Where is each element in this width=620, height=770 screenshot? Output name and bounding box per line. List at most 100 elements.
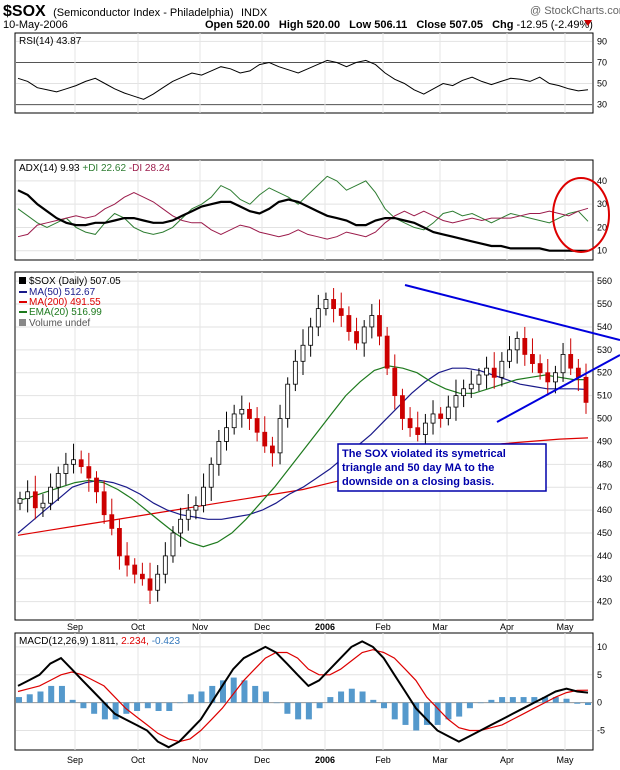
price-tick-label: 480 <box>597 459 612 469</box>
price-tick-label: 440 <box>597 551 612 561</box>
price-candle <box>285 377 291 428</box>
candle-body <box>25 491 31 500</box>
month-label: Nov <box>192 755 209 765</box>
macd-histogram-bar <box>552 697 559 703</box>
price-candle <box>262 416 268 453</box>
ma200-legend-label: MA(200) 491.55 <box>29 297 101 308</box>
candle-body <box>262 431 268 447</box>
price-candle <box>101 480 107 524</box>
ma50-legend-label: MA(50) 512.67 <box>29 287 96 298</box>
price-tick-label: 520 <box>597 368 612 378</box>
candle-body <box>537 363 543 374</box>
macd-histogram-bar <box>423 702 430 725</box>
price-candle <box>361 320 367 357</box>
price-candle <box>170 526 176 563</box>
price-candle <box>231 404 237 435</box>
price-candle <box>109 498 115 536</box>
macd-histogram-bar <box>370 699 377 703</box>
macd-panel-frame <box>14 632 594 751</box>
price-candle <box>201 473 206 513</box>
price-candle <box>346 306 352 341</box>
macd-histogram-bar <box>456 702 463 717</box>
rsi-tick-label: 50 <box>597 79 607 89</box>
candle-body <box>132 564 138 575</box>
macd-histogram-bar <box>198 691 205 703</box>
month-label: Feb <box>375 622 391 632</box>
rsi-tick-label: 70 <box>597 57 607 67</box>
candle-body <box>377 315 382 337</box>
price-tick-label: 420 <box>597 597 612 607</box>
month-label: 2006 <box>315 755 335 765</box>
price-candle <box>568 338 574 376</box>
candle-body <box>369 315 375 328</box>
price-candle <box>369 304 375 339</box>
macd-histogram-bar <box>101 702 108 720</box>
upper-trendline <box>404 284 620 341</box>
candle-body <box>162 555 168 575</box>
macd-legend: MACD(12,26,9) 1.811, 2.234, -0.423 <box>19 636 180 647</box>
price-candle <box>117 519 122 570</box>
candle-body <box>484 367 489 376</box>
candle-body <box>63 463 69 474</box>
candle-body <box>55 473 61 488</box>
candle-body <box>568 354 574 369</box>
rsi-tick-label: 30 <box>597 100 607 110</box>
candle-body <box>331 299 336 310</box>
price-candle <box>162 542 168 584</box>
price-candle <box>254 407 260 442</box>
candle-body <box>48 486 53 504</box>
candle-body <box>346 315 352 332</box>
macd-histogram-bar <box>177 702 184 704</box>
macd-histogram-bar <box>273 702 280 704</box>
down-arrow-icon <box>584 20 592 26</box>
price-candle <box>583 363 589 414</box>
adx-tick-label: 40 <box>597 176 607 186</box>
month-label: Apr <box>500 755 514 765</box>
candle-body <box>514 337 520 351</box>
price-candle <box>530 338 535 373</box>
candle-body <box>438 413 444 419</box>
macd-histogram-bar <box>155 702 162 711</box>
macd-histogram-bar <box>585 702 591 705</box>
macd-histogram-bar <box>112 702 119 720</box>
candle-body <box>270 445 275 454</box>
watermark: @ StockCharts.com <box>530 5 620 17</box>
adx-panel-frame <box>14 159 594 261</box>
price-candle <box>308 317 314 357</box>
price-candle <box>25 480 31 513</box>
macd-histogram-bar <box>359 691 366 703</box>
price-candle <box>239 395 245 428</box>
candle-body <box>300 344 306 362</box>
price-tick-label: 550 <box>597 299 612 309</box>
macd-histogram-bar <box>499 697 506 703</box>
candle-body <box>216 441 222 465</box>
macd-tick-label: -5 <box>597 726 605 736</box>
candle-body <box>308 326 314 346</box>
price-candle <box>415 411 421 442</box>
candle-body <box>178 518 184 534</box>
candle-body <box>139 573 145 580</box>
macd-tick-label: 0 <box>597 698 602 708</box>
price-candle <box>331 288 336 323</box>
annotation-line-3: downside on a closing basis. <box>342 476 494 488</box>
price-candle <box>468 370 474 398</box>
macd-histogram-bar <box>327 697 334 703</box>
candle-body <box>292 360 298 385</box>
macd-series <box>16 640 592 749</box>
price-candle <box>270 436 275 467</box>
candle-body <box>285 383 291 419</box>
adx-highlight-circle <box>552 177 610 253</box>
price-candle <box>484 356 489 389</box>
candle-body <box>94 477 99 493</box>
macd-histogram-bar <box>542 697 549 703</box>
adx-legend: ADX(14) 9.93 +DI 22.62 -DI 28.24 <box>19 163 170 174</box>
candle-body <box>40 502 46 509</box>
macd-histogram-bar <box>477 702 484 704</box>
symbol-name-line: $SOX (Semiconductor Index - Philadelphia… <box>3 3 268 20</box>
annotation-box: The SOX violated its symetrical triangle… <box>337 443 547 492</box>
candle-body <box>461 388 467 397</box>
annotation-frame <box>337 443 547 492</box>
candle-body <box>553 372 558 383</box>
candle-body <box>560 354 566 374</box>
macd-histogram-bar <box>26 694 33 703</box>
